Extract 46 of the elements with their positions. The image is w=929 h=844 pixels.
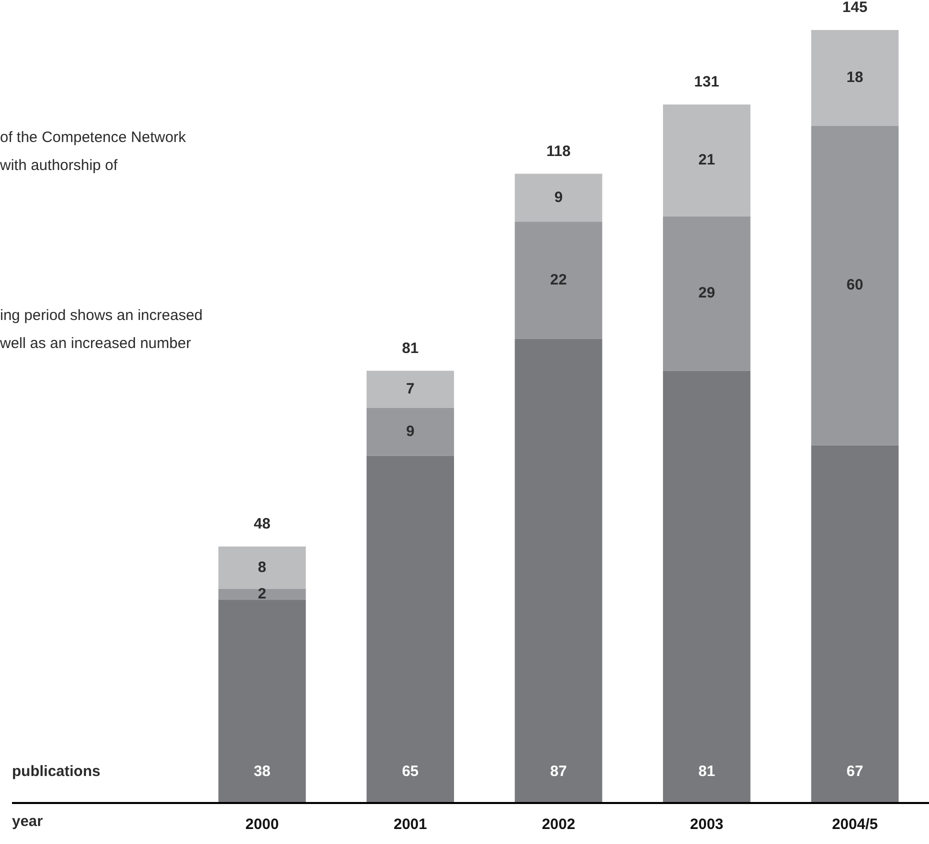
data-label: 21: [698, 152, 716, 169]
total-label: 118: [546, 142, 571, 160]
data-label: 65: [402, 763, 419, 780]
bar: [662, 370, 750, 802]
x-tick-label: 2000: [245, 816, 279, 834]
annotation: ing period shows an increased: [0, 307, 203, 324]
data-label: 67: [846, 763, 864, 780]
data-label: 29: [698, 284, 716, 302]
bar: [218, 600, 306, 802]
total-label: 131: [694, 74, 720, 91]
text: of the Competence Network: [0, 129, 186, 146]
bar: [662, 104, 750, 216]
text: year: [12, 813, 44, 830]
data-label: 8: [258, 558, 266, 576]
total-label: 145: [842, 0, 868, 16]
bar: [366, 408, 454, 456]
bar: [366, 370, 454, 408]
bar: [514, 174, 602, 222]
bar: [811, 126, 899, 446]
data-label: 2: [258, 586, 266, 602]
data-label: 22: [550, 271, 567, 288]
bar: [218, 589, 306, 600]
bar: [514, 338, 602, 802]
text: with authorship of: [0, 157, 118, 174]
data-label: 18: [846, 69, 864, 86]
data-label: 7: [406, 380, 414, 398]
x-tick-label: 2001: [394, 816, 427, 834]
data-label: 87: [550, 763, 567, 780]
total-label: 48: [254, 516, 270, 533]
bar: [811, 30, 899, 126]
bar: [366, 456, 454, 802]
total-label: 81: [402, 340, 419, 357]
bar: [514, 222, 602, 339]
annotation: well as an increased number: [0, 335, 191, 352]
data-label: 9: [554, 188, 563, 206]
x-tick-label: 2003: [690, 816, 724, 834]
bar: [218, 546, 306, 590]
bar: [662, 216, 750, 371]
text: publications: [12, 763, 100, 780]
data-label: 9: [406, 423, 414, 440]
data-label: 38: [254, 763, 270, 780]
x-tick-label: 2004/5: [832, 816, 878, 834]
data-label: 60: [846, 276, 864, 294]
bar: [811, 445, 899, 802]
data-label: 81: [698, 763, 716, 780]
x-tick-label: 2002: [542, 816, 576, 834]
